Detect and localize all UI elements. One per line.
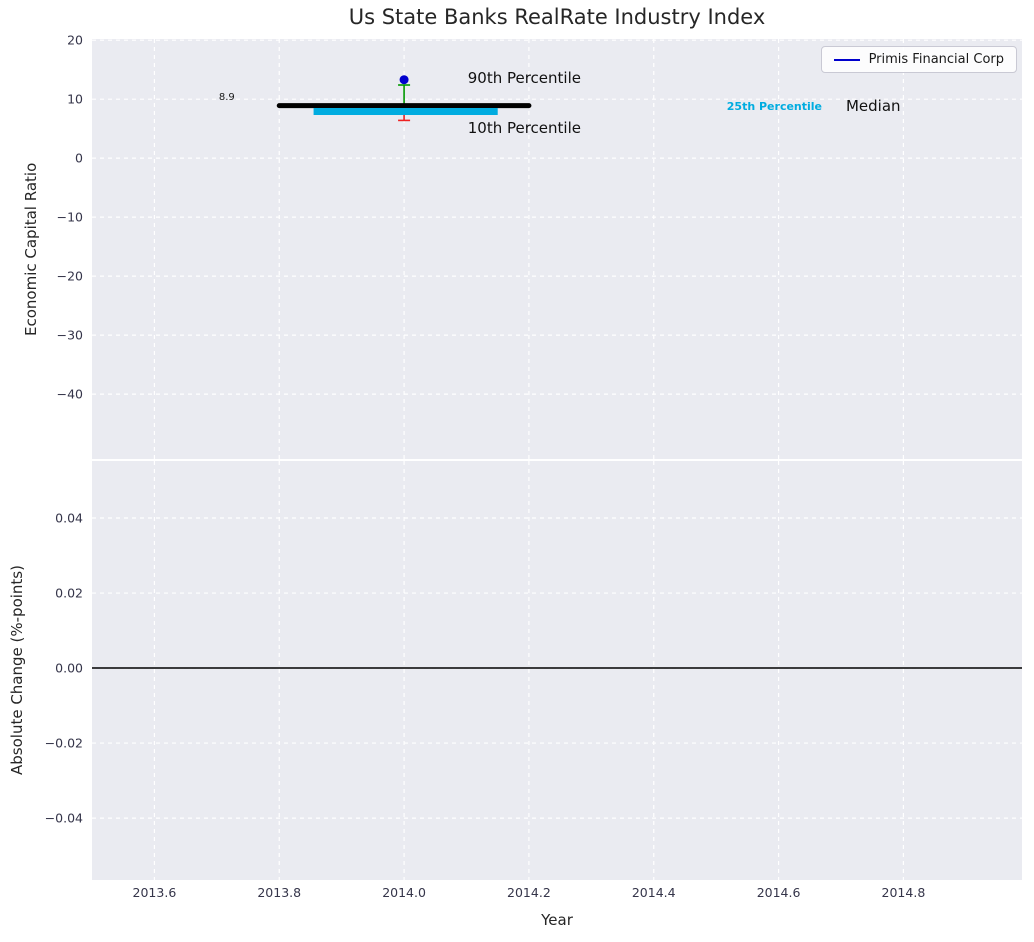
- bottom-y-tick-label: 0.00: [55, 661, 83, 676]
- top-y-tick-label: −20: [57, 269, 83, 284]
- legend-line-sample: [833, 58, 860, 61]
- x-tick-label: 2013.6: [133, 885, 177, 900]
- company-point: [399, 75, 409, 85]
- top-y-tick-label: −40: [57, 387, 83, 402]
- legend-label: Primis Financial Corp: [868, 52, 1004, 67]
- x-axis-label: Year: [541, 911, 573, 929]
- legend: Primis Financial Corp: [820, 46, 1017, 73]
- bottom-y-tick-label: 0.02: [55, 586, 83, 601]
- bottom-panel-background: [92, 461, 1022, 880]
- x-tick-label: 2014.6: [757, 885, 801, 900]
- annotation-10th-percentile: 10th Percentile: [468, 119, 581, 137]
- bottom-y-tick-label: −0.04: [45, 811, 83, 826]
- x-tick-label: 2014.4: [632, 885, 676, 900]
- top-y-tick-label: 0: [75, 151, 83, 166]
- annotation-25th-percentile: 25th Percentile: [727, 100, 822, 113]
- top-y-axis-label: Economic Capital Ratio: [22, 162, 40, 336]
- x-tick-label: 2014.8: [882, 885, 926, 900]
- chart-title: Us State Banks RealRate Industry Index: [348, 5, 766, 29]
- annotation-90th-percentile: 90th Percentile: [468, 69, 581, 87]
- x-tick-label: 2014.0: [382, 885, 426, 900]
- annotation-median: Median: [846, 97, 901, 115]
- bottom-y-tick-label: −0.02: [45, 736, 83, 751]
- top-y-tick-label: −30: [57, 328, 83, 343]
- x-tick-label: 2013.8: [257, 885, 301, 900]
- x-tick-label: 2014.2: [507, 885, 551, 900]
- top-y-tick-label: 20: [67, 33, 83, 48]
- top-y-tick-label: 10: [67, 92, 83, 107]
- top-y-tick-label: −10: [57, 210, 83, 225]
- top-panel-background: [92, 39, 1022, 459]
- bottom-y-axis-label: Absolute Change (%-points): [8, 565, 26, 776]
- bottom-y-tick-label: 0.04: [55, 511, 83, 526]
- annotation-8-9: 8.9: [219, 92, 235, 103]
